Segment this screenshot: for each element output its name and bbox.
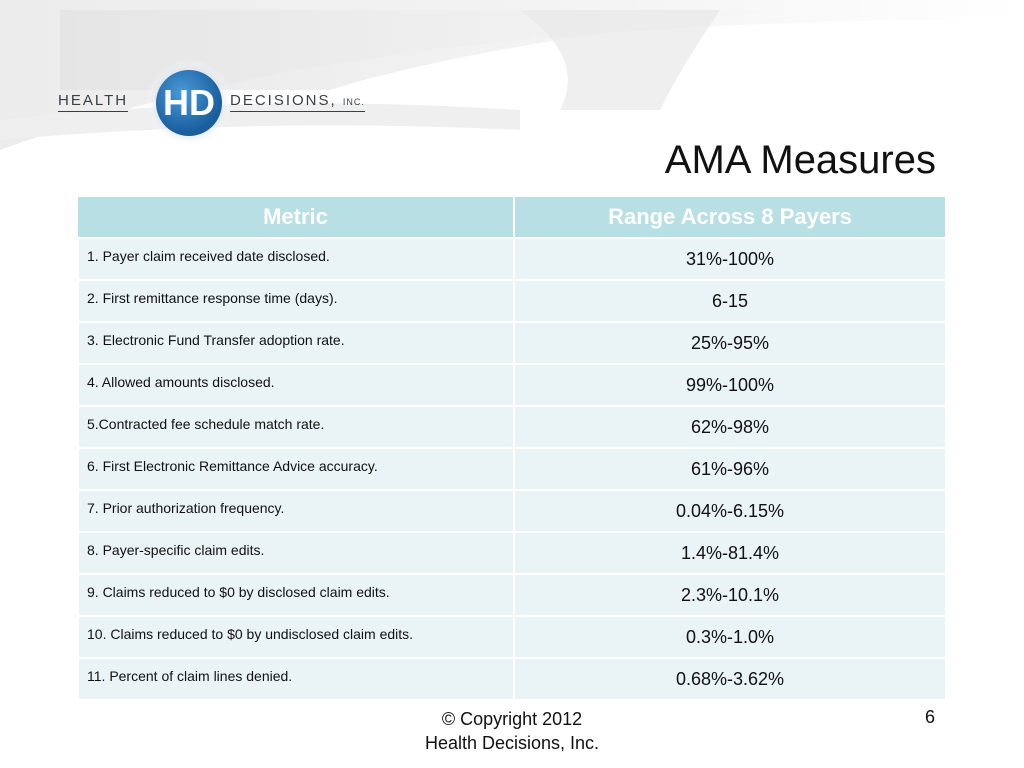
metric-cell: 11. Percent of claim lines denied. (77, 657, 515, 701)
company-logo: HEALTH HD DECISIONS, INC. (58, 52, 398, 152)
range-cell: 0.04%-6.15% (513, 489, 947, 533)
hd-monogram-icon: HD (145, 59, 233, 147)
table-header-row: Metric Range Across 8 Payers (78, 197, 947, 239)
table-row: 9. Claims reduced to $0 by disclosed cla… (77, 573, 947, 617)
copyright-footer: © Copyright 2012 Health Decisions, Inc. (412, 707, 612, 755)
background-swoosh (0, 0, 1024, 150)
metric-cell: 6. First Electronic Remittance Advice ac… (77, 447, 515, 491)
logo-text-decisions: DECISIONS, INC. (230, 92, 365, 112)
header-metric: Metric (78, 197, 515, 239)
table-row: 1. Payer claim received date disclosed. 3… (77, 237, 947, 281)
header-range: Range Across 8 Payers (514, 197, 947, 239)
table-row: 3. Electronic Fund Transfer adoption rat… (77, 321, 947, 365)
range-cell: 25%-95% (513, 321, 947, 365)
metric-cell: 9. Claims reduced to $0 by disclosed cla… (77, 573, 515, 617)
range-cell: 99%-100% (513, 363, 947, 407)
table-row: 2. First remittance response time (days)… (77, 279, 947, 323)
table-row: 5.Contracted fee schedule match rate. 62%… (77, 405, 947, 449)
table-row: 6. First Electronic Remittance Advice ac… (77, 447, 947, 491)
table-row: 10. Claims reduced to $0 by undisclosed … (77, 615, 947, 659)
metric-cell: 2. First remittance response time (days)… (77, 279, 515, 323)
company-line: Health Decisions, Inc. (424, 733, 600, 753)
metric-cell: 7. Prior authorization frequency. (77, 489, 515, 533)
logo-text-health: HEALTH (58, 92, 129, 112)
measures-table: Metric Range Across 8 Payers 1. Payer cl… (77, 197, 947, 701)
metric-cell: 10. Claims reduced to $0 by undisclosed … (77, 615, 515, 659)
copyright-line: © Copyright 2012 (441, 709, 583, 729)
metric-cell: 5.Contracted fee schedule match rate. (77, 405, 515, 449)
range-cell: 2.3%-10.1% (513, 573, 947, 617)
range-cell: 31%-100% (513, 237, 947, 281)
range-cell: 0.3%-1.0% (513, 615, 947, 659)
logo-text-decisions-word: DECISIONS, (230, 92, 337, 109)
metric-cell: 1. Payer claim received date disclosed. (77, 237, 515, 281)
page-number: 6 (925, 707, 936, 727)
range-cell: 62%-98% (513, 405, 947, 449)
range-cell: 1.4%-81.4% (513, 531, 947, 575)
metric-cell: 4. Allowed amounts disclosed. (77, 363, 515, 407)
range-cell: 0.68%-3.62% (513, 657, 947, 701)
range-cell: 61%-96% (513, 447, 947, 491)
metric-cell: 8. Payer-specific claim edits. (77, 531, 515, 575)
table-row: 8. Payer-specific claim edits. 1.4%-81.4% (77, 531, 947, 575)
table-row: 7. Prior authorization frequency. 0.04%-6… (77, 489, 947, 533)
range-cell: 6-15 (513, 279, 947, 323)
logo-text-inc: INC. (342, 97, 365, 107)
metric-cell: 3. Electronic Fund Transfer adoption rat… (77, 321, 515, 365)
table-row: 11. Percent of claim lines denied. 0.68%-… (77, 657, 947, 701)
slide-title: AMA Measures (664, 138, 936, 182)
table-row: 4. Allowed amounts disclosed. 99%-100% (77, 363, 947, 407)
logo-monogram: HD (163, 82, 215, 123)
